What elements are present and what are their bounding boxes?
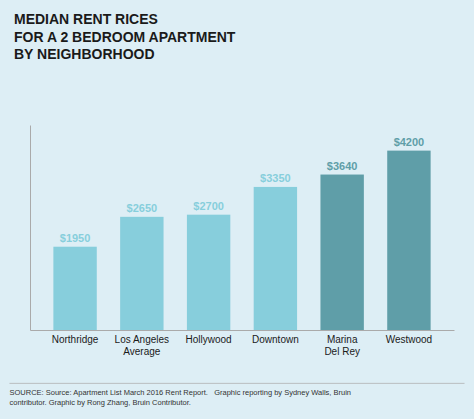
bar (120, 217, 163, 330)
separator (9, 383, 464, 384)
chart: MEDIAN RENT RICESFOR A 2 BEDROOM APARTME… (0, 0, 474, 419)
background (0, 0, 474, 419)
bar (320, 175, 363, 330)
x-axis-line (31, 330, 455, 331)
data-label: $3640 (327, 160, 358, 172)
x-tick-label: Downtown (252, 334, 299, 345)
data-label: $4200 (394, 136, 425, 148)
x-tick: Hollywood (186, 330, 232, 345)
x-tick: Los AngelesAverage (115, 330, 170, 357)
x-tick-label: Northridge (52, 334, 99, 345)
y-axis (30, 126, 31, 331)
x-tick: MarinaDel Rey (324, 330, 360, 357)
x-tick-label: Los AngelesAverage (115, 334, 170, 357)
data-label: $1950 (60, 232, 91, 244)
x-tick: Northridge (52, 330, 99, 345)
bar (187, 215, 230, 330)
source-note: SOURCE: Source: Apartment List March 201… (9, 388, 351, 407)
title: MEDIAN RENT RICESFOR A 2 BEDROOM APARTME… (14, 11, 236, 62)
x-axis: Northridge Los AngelesAverage Hollywood Dow… (31, 330, 455, 357)
bar (254, 187, 297, 330)
bar (387, 151, 430, 330)
data-labels: $1950 $2650 $2700 $3350 $3640 $4200 (60, 136, 424, 244)
bar (53, 247, 96, 330)
x-tick: Westwood (386, 330, 433, 345)
x-tick-label: Hollywood (186, 334, 232, 345)
x-tick-label: Westwood (386, 334, 433, 345)
data-label: $2650 (127, 202, 158, 214)
x-tick-label: MarinaDel Rey (324, 334, 360, 357)
data-label: $3350 (260, 172, 291, 184)
data-label: $2700 (193, 200, 224, 212)
y-axis-line (30, 126, 31, 331)
bars (53, 151, 430, 330)
x-tick: Downtown (252, 330, 299, 345)
